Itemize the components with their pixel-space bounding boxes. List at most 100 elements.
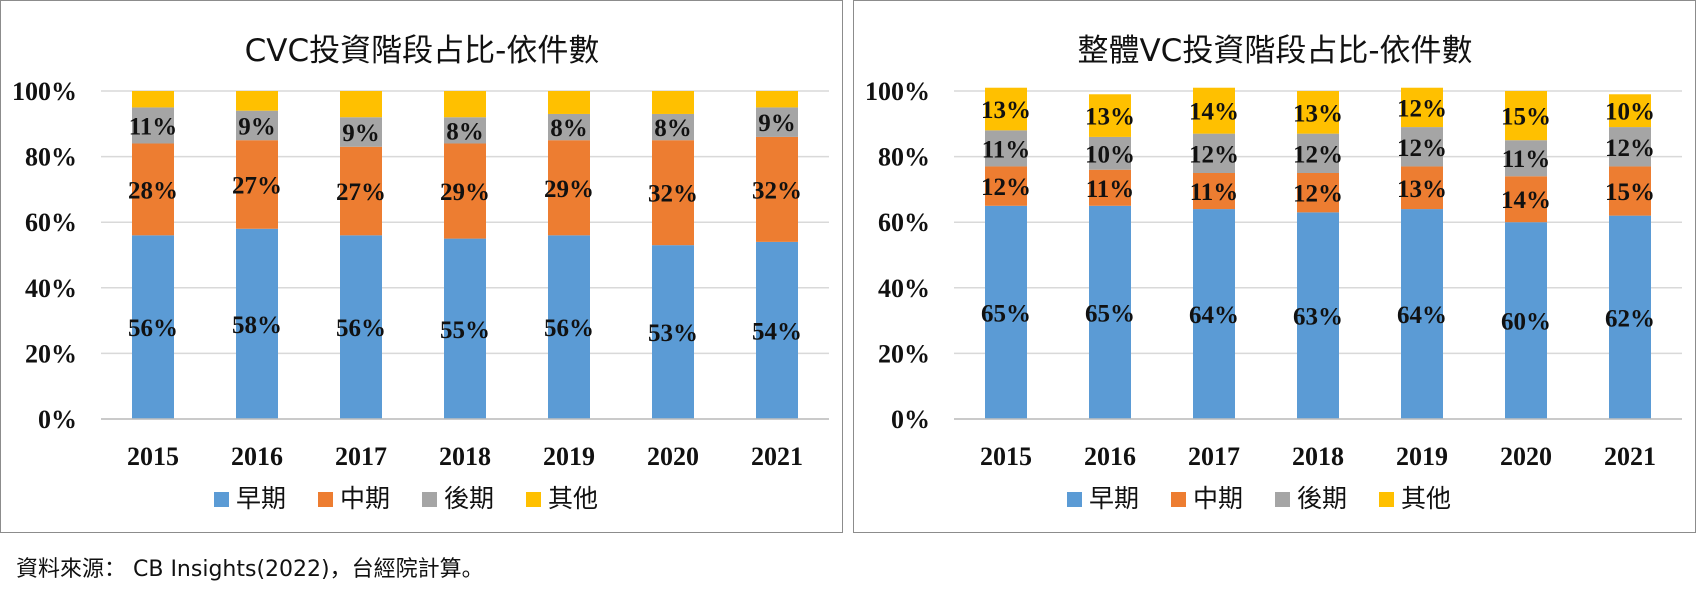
bar-segment <box>132 91 174 108</box>
y-tick-label: 40% <box>878 274 930 303</box>
bar-segment <box>340 117 382 147</box>
data-label: 9% <box>758 110 796 137</box>
y-tick-label: 100% <box>12 77 77 106</box>
bar-segment <box>1089 94 1131 137</box>
data-label: 64% <box>1397 302 1447 329</box>
bar-segment <box>1193 87 1235 134</box>
data-label: 9% <box>238 113 276 140</box>
bar-segment <box>756 107 798 137</box>
legend-swatch <box>1275 492 1290 507</box>
bar-segment <box>1505 140 1547 177</box>
x-tick-label: 2020 <box>647 442 699 471</box>
bar-segment <box>236 110 278 141</box>
x-tick-label: 2019 <box>1396 442 1448 471</box>
y-tick-label: 40% <box>25 274 77 303</box>
data-label: 29% <box>440 179 490 206</box>
data-label: 56% <box>128 315 178 342</box>
bar-segment <box>756 136 798 242</box>
chart-panel-cvc: CVC投資階段占比-依件數 0% 20% 40% 60% 80% 100% 56% 28% 11%… <box>0 0 843 533</box>
bar-segment <box>652 113 694 141</box>
data-label: 10% <box>1605 99 1655 126</box>
x-tick-label: 2019 <box>543 442 595 471</box>
data-label: 28% <box>128 177 178 204</box>
data-label: 56% <box>544 315 594 342</box>
bar-segment <box>444 117 486 144</box>
bar-segment <box>132 235 174 419</box>
bar-segment <box>132 143 174 236</box>
bar-segment <box>340 235 382 419</box>
legend-label: 中期 <box>1193 484 1243 513</box>
data-label: 15% <box>1501 104 1551 131</box>
data-label: 62% <box>1605 305 1655 332</box>
bar-segment <box>1297 91 1339 134</box>
y-tick-label: 80% <box>25 143 77 172</box>
bar-segment <box>236 91 278 111</box>
x-tick-label: 2018 <box>1292 442 1344 471</box>
bar-segment <box>1505 176 1547 223</box>
bar-segment <box>985 166 1027 206</box>
bar-segment <box>985 130 1027 167</box>
y-tick-label: 60% <box>878 208 930 237</box>
bar-segment <box>340 91 382 118</box>
data-label: 12% <box>1293 141 1343 168</box>
legend-label: 後期 <box>1297 484 1347 513</box>
legend-swatch <box>526 492 541 507</box>
bar-segment <box>1193 173 1235 210</box>
data-label: 15% <box>1605 179 1655 206</box>
legend-swatch <box>1067 492 1082 507</box>
legend-swatch <box>318 492 333 507</box>
bar-segment <box>1089 205 1131 419</box>
y-tick-label: 60% <box>25 208 77 237</box>
x-tick-label: 2015 <box>980 442 1032 471</box>
y-tick-label: 80% <box>878 143 930 172</box>
bar-segment <box>340 146 382 236</box>
data-label: 14% <box>1501 187 1551 214</box>
bar-segment <box>652 140 694 246</box>
y-tick-label: 20% <box>25 339 77 368</box>
y-tick-label: 0% <box>891 405 930 434</box>
legend-label: 其他 <box>548 484 598 513</box>
bar-segment <box>1609 166 1651 216</box>
data-label: 8% <box>446 118 484 145</box>
data-label: 12% <box>981 174 1031 201</box>
data-label: 27% <box>232 172 282 199</box>
y-tick-label: 100% <box>865 77 930 106</box>
bar-segment <box>985 87 1027 131</box>
bar-segment <box>1089 136 1131 170</box>
bar-segment <box>1401 127 1443 167</box>
x-tick-label: 2017 <box>1188 442 1240 471</box>
data-label: 11% <box>129 113 178 140</box>
legend-swatch <box>214 492 229 507</box>
data-label: 12% <box>1605 135 1655 162</box>
data-label: 54% <box>752 318 802 345</box>
x-tick-label: 2016 <box>231 442 283 471</box>
x-tick-label: 2015 <box>127 442 179 471</box>
legend-label: 其他 <box>1401 484 1451 513</box>
bar-segment <box>444 91 486 118</box>
data-label: 56% <box>336 315 386 342</box>
legend-swatch <box>1171 492 1186 507</box>
data-label: 29% <box>544 176 594 203</box>
bar-segment <box>1193 133 1235 173</box>
data-label: 9% <box>342 120 380 147</box>
y-tick-label: 0% <box>38 405 77 434</box>
bar-segment <box>1089 169 1131 206</box>
legend-label: 後期 <box>444 484 494 513</box>
data-label: 14% <box>1189 99 1239 126</box>
chart-panel-overall-vc: 整體VC投資階段占比-依件數 0% 20% 40% 60% 80% 100% 65% 12% 11… <box>853 0 1696 533</box>
bar-segment <box>1609 94 1651 128</box>
data-label: 11% <box>982 136 1031 163</box>
data-label: 13% <box>1397 176 1447 203</box>
chart-title: 整體VC投資階段占比-依件數 <box>1077 33 1472 69</box>
data-label: 12% <box>1397 95 1447 122</box>
legend-swatch <box>422 492 437 507</box>
data-label: 8% <box>550 115 588 142</box>
bar-segment <box>756 91 798 108</box>
bar-segment <box>1609 127 1651 167</box>
data-label: 53% <box>648 320 698 347</box>
chart-cvc-stage-share: CVC投資階段占比-依件數 0% 20% 40% 60% 80% 100% 56% 28% 11%… <box>12 33 829 513</box>
data-label: 11% <box>1502 146 1551 173</box>
bar-segment <box>1401 209 1443 419</box>
data-label: 12% <box>1189 141 1239 168</box>
x-tick-label: 2018 <box>439 442 491 471</box>
